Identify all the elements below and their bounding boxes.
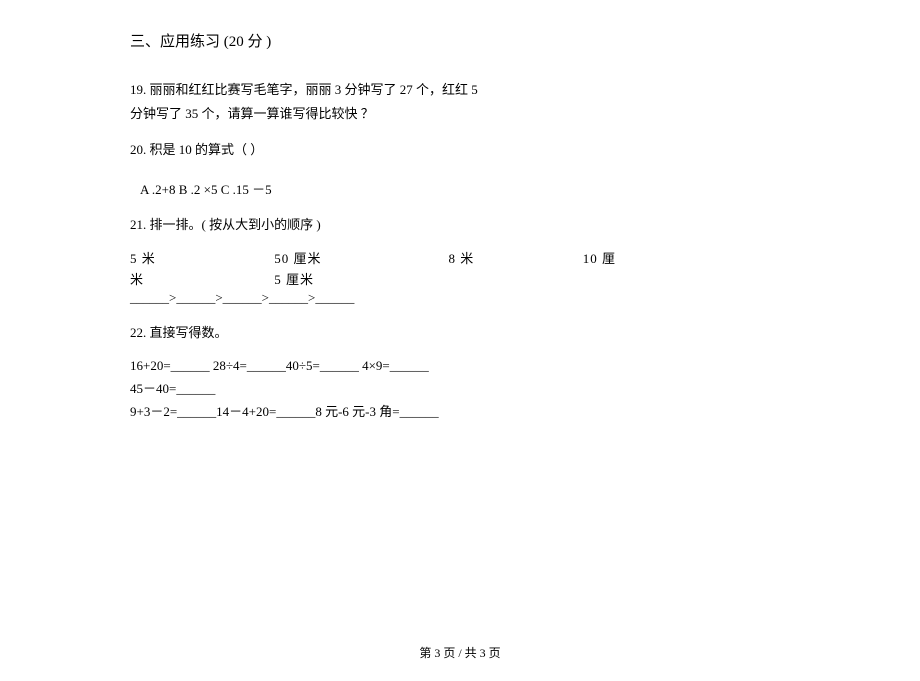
question-22-line2: 45－40=______ [130, 379, 790, 400]
question-21-blanks: ______>______>______>______>______ [130, 290, 790, 306]
question-21-measures-row2: 米 5 厘米 [130, 269, 790, 288]
question-20-options: A .2+8 B .2 ×5 C .15 －5 [130, 179, 790, 198]
question-22-line1: 16+20=______ 28÷4=______40÷5=______ 4×9=… [130, 356, 790, 377]
question-22: 22. 直接写得数。 [130, 322, 790, 344]
measure-1: 5 米 [130, 248, 270, 267]
question-19-line2: 分钟写了 35 个，请算一算谁写得比较快 ？ [130, 103, 790, 125]
question-20: 20. 积是 10 的算式（ ） [130, 139, 790, 161]
measure-5: 米 [130, 269, 270, 288]
measure-4: 10 厘 [583, 248, 616, 267]
question-21: 21. 排一排。( 按从大到小的顺序 ) [130, 214, 790, 236]
question-19-line1: 19. 丽丽和红红比赛写毛笔字，丽丽 3 分钟写了 27 个，红红 5 [130, 79, 790, 101]
section-title: 三、应用练习 (20 分 ) [130, 30, 790, 51]
question-22-line3: 9+3－2=______14－4+20=______8 元-6 元-3 角=__… [130, 402, 790, 423]
measure-3: 8 米 [449, 248, 579, 267]
page-footer: 第 3 页 / 共 3 页 [0, 644, 920, 661]
measure-6: 5 厘米 [274, 269, 314, 288]
question-21-measures-row1: 5 米 50 厘米 8 米 10 厘 [130, 248, 790, 267]
measure-2: 50 厘米 [274, 248, 444, 267]
